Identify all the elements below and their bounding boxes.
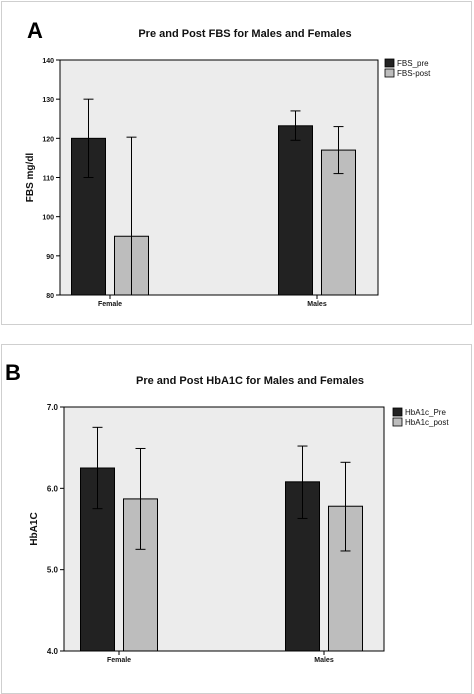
legend-swatch — [384, 58, 395, 68]
panel-a-label: A — [27, 18, 43, 43]
x-tick-label: Males — [314, 657, 334, 664]
y-axis-label: FBS mg/dl — [25, 153, 36, 203]
panel-a-frame — [1, 1, 472, 325]
chart-title: Pre and Post FBS for Males and Females — [138, 28, 351, 40]
y-tick-label: 7.0 — [47, 403, 59, 412]
y-tick-label: 80 — [46, 293, 54, 300]
x-tick-label: Female — [107, 657, 131, 664]
bar — [278, 125, 313, 296]
y-tick-label: 130 — [42, 97, 54, 104]
y-tick-label: 100 — [42, 215, 54, 222]
x-tick-label: Female — [98, 301, 122, 308]
legend-label: FBS_pre — [397, 59, 429, 68]
bar — [71, 137, 106, 296]
legend-swatch — [384, 68, 395, 78]
legend-swatch — [392, 407, 403, 417]
y-axis-label: HbA1C — [29, 512, 40, 545]
bar — [321, 149, 356, 296]
y-tick-label: 90 — [46, 254, 54, 261]
y-tick-label: 120 — [42, 136, 54, 143]
y-tick-label: 110 — [43, 176, 54, 183]
x-tick-label: Males — [307, 301, 327, 308]
y-tick-label: 140 — [42, 58, 54, 65]
legend-swatch — [392, 417, 403, 427]
fbs-chart: Pre and Post FBS for Males and Females FB… — [25, 28, 431, 308]
legend-label: HbA1c_Pre — [405, 408, 446, 417]
chart-title: Pre and Post HbA1C for Males and Females — [136, 375, 364, 387]
legend-label: HbA1c_post — [405, 418, 449, 427]
legend-label: FBS-post — [397, 69, 431, 78]
hba1c-chart: Pre and Post HbA1C for Males and Females… — [29, 375, 449, 664]
y-tick-label: 5.0 — [47, 566, 59, 575]
y-tick-label: 4.0 — [47, 647, 59, 656]
y-tick-label: 6.0 — [47, 484, 59, 493]
panel-b-label: B — [5, 360, 21, 385]
